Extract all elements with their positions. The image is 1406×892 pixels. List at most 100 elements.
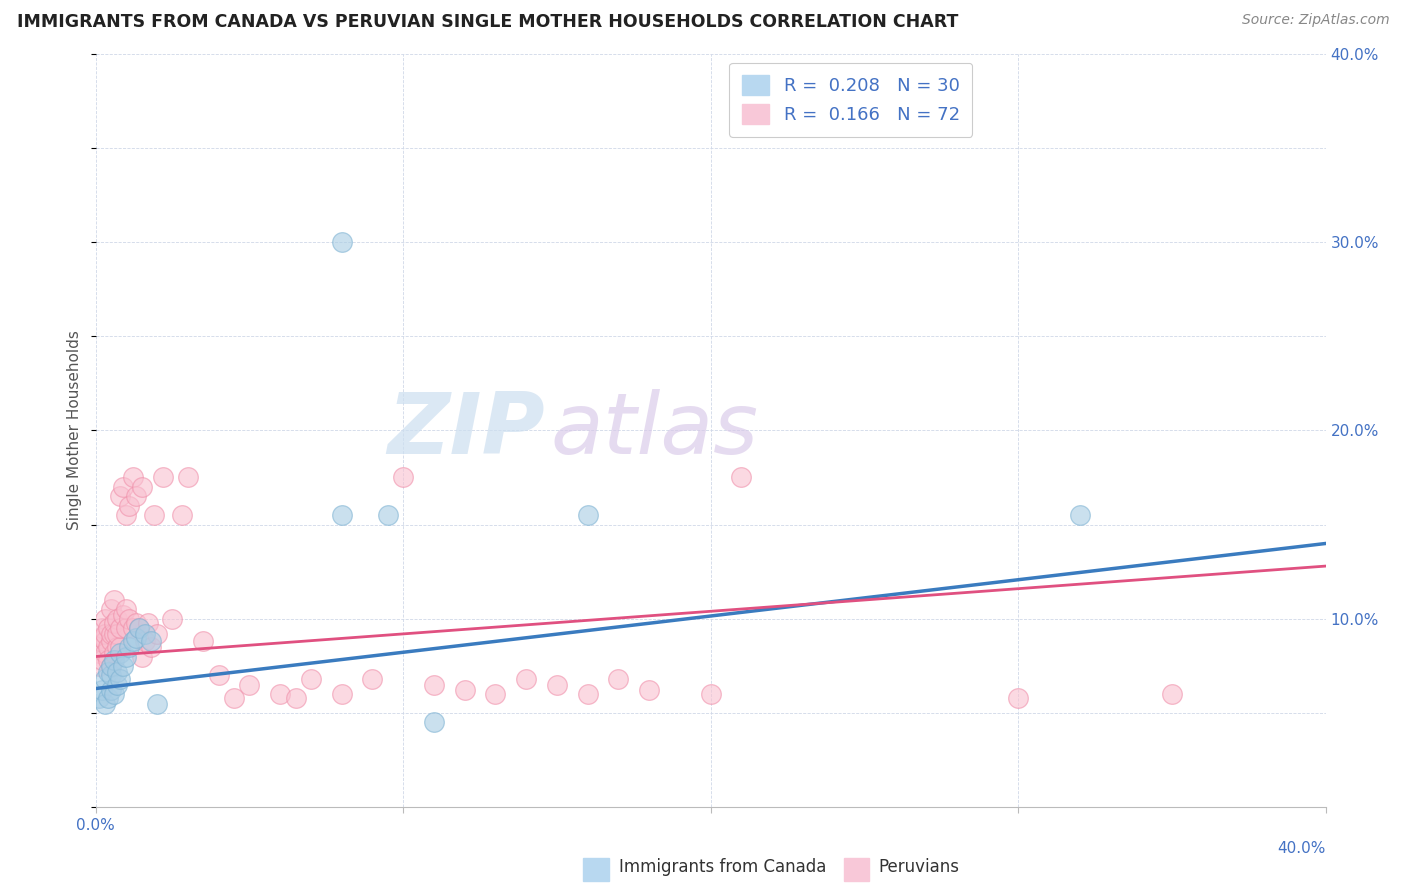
- Point: [124, 489, 146, 503]
- Point: [90, 653, 112, 667]
- Point: [118, 499, 141, 513]
- Point: [208, 668, 231, 682]
- Point: [105, 627, 128, 641]
- Point: [146, 627, 169, 641]
- Point: [87, 659, 110, 673]
- Point: [1007, 690, 1029, 705]
- Point: [100, 683, 122, 698]
- Point: [361, 672, 384, 686]
- Point: [700, 687, 723, 701]
- Point: [103, 593, 125, 607]
- Point: [94, 612, 117, 626]
- Point: [110, 489, 132, 503]
- Point: [131, 649, 153, 664]
- Point: [423, 715, 446, 730]
- Point: [222, 690, 245, 705]
- Point: [115, 602, 138, 616]
- Point: [90, 631, 112, 645]
- Point: [105, 665, 128, 679]
- Point: [105, 640, 128, 654]
- Point: [94, 646, 117, 660]
- Point: [112, 608, 135, 623]
- Point: [118, 640, 141, 654]
- Point: [90, 683, 112, 698]
- Point: [112, 480, 135, 494]
- Point: [177, 470, 200, 484]
- Point: [90, 621, 112, 635]
- Point: [484, 687, 506, 701]
- Point: [97, 665, 120, 679]
- Point: [139, 640, 162, 654]
- Point: [94, 672, 117, 686]
- Point: [330, 508, 353, 523]
- Point: [121, 634, 143, 648]
- Point: [193, 634, 215, 648]
- Point: [110, 672, 132, 686]
- Point: [103, 627, 125, 641]
- Text: ZIP: ZIP: [387, 389, 544, 472]
- Point: [94, 634, 117, 648]
- Point: [638, 683, 661, 698]
- Point: [87, 634, 110, 648]
- Point: [134, 634, 156, 648]
- Point: [269, 687, 291, 701]
- Point: [97, 621, 120, 635]
- Y-axis label: Single Mother Households: Single Mother Households: [67, 330, 83, 531]
- Point: [112, 659, 135, 673]
- Point: [146, 697, 169, 711]
- Point: [330, 687, 353, 701]
- Point: [330, 235, 353, 249]
- Point: [100, 659, 122, 673]
- Text: 40.0%: 40.0%: [1278, 841, 1326, 856]
- Point: [97, 653, 120, 667]
- Point: [97, 640, 120, 654]
- Point: [121, 621, 143, 635]
- Text: Peruvians: Peruvians: [879, 858, 960, 876]
- Point: [103, 653, 125, 667]
- Point: [115, 508, 138, 523]
- Point: [423, 678, 446, 692]
- Point: [121, 470, 143, 484]
- Point: [118, 612, 141, 626]
- Point: [105, 612, 128, 626]
- Point: [546, 678, 568, 692]
- Point: [87, 646, 110, 660]
- Point: [103, 646, 125, 660]
- Point: [100, 668, 122, 682]
- Point: [115, 621, 138, 635]
- Point: [730, 470, 752, 484]
- Point: [100, 634, 122, 648]
- Point: [103, 615, 125, 630]
- Point: [377, 508, 399, 523]
- Point: [576, 508, 599, 523]
- Point: [100, 602, 122, 616]
- Point: [128, 621, 150, 635]
- Point: [1069, 508, 1091, 523]
- Point: [134, 627, 156, 641]
- Point: [87, 690, 110, 705]
- Point: [1161, 687, 1184, 701]
- Point: [131, 480, 153, 494]
- Point: [110, 640, 132, 654]
- Text: Immigrants from Canada: Immigrants from Canada: [619, 858, 825, 876]
- Point: [515, 672, 537, 686]
- Point: [105, 678, 128, 692]
- Point: [100, 659, 122, 673]
- Point: [128, 621, 150, 635]
- Point: [284, 690, 307, 705]
- Point: [238, 678, 260, 692]
- Point: [136, 615, 159, 630]
- Point: [139, 634, 162, 648]
- Point: [124, 615, 146, 630]
- Text: atlas: atlas: [551, 389, 759, 472]
- Text: IMMIGRANTS FROM CANADA VS PERUVIAN SINGLE MOTHER HOUSEHOLDS CORRELATION CHART: IMMIGRANTS FROM CANADA VS PERUVIAN SINGL…: [17, 13, 959, 31]
- Point: [607, 672, 630, 686]
- Point: [299, 672, 322, 686]
- Point: [170, 508, 193, 523]
- Point: [152, 470, 174, 484]
- Point: [115, 649, 138, 664]
- Point: [97, 690, 120, 705]
- Point: [392, 470, 415, 484]
- Text: Source: ZipAtlas.com: Source: ZipAtlas.com: [1241, 13, 1389, 28]
- Point: [576, 687, 599, 701]
